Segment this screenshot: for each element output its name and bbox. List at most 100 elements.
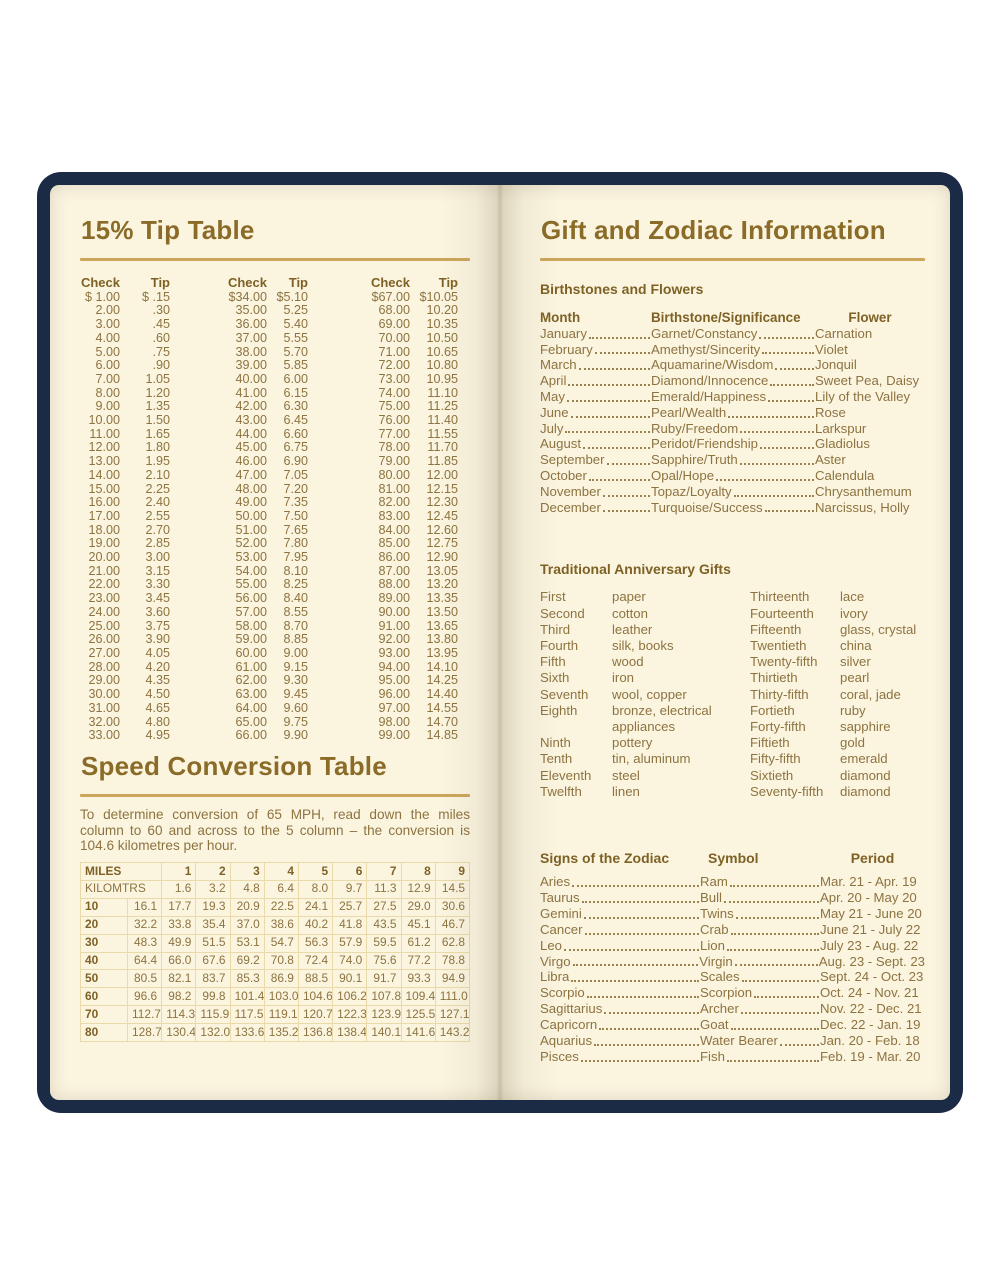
zodiac-period-cell: Mar. 21 - Apr. 19 (820, 874, 917, 889)
tip-table-row: 27.00 4.05 60.00 9.00 93.00 13.95 (80, 645, 470, 661)
tip-cell: 11.85 (427, 454, 458, 469)
zodiac-symbol-label: Water Bearer (700, 1033, 778, 1049)
leader-dots (572, 874, 699, 887)
tip-cell: 13.50 (426, 604, 458, 619)
tip-cell: 40.00 (235, 371, 267, 386)
tip-table-row: 7.00 1.05 40.00 6.00 73.00 10.95 (80, 371, 470, 387)
speed-cell: 74.0 (332, 951, 368, 971)
tip-table-row: 8.00 1.20 41.00 6.15 74.00 11.10 (80, 386, 470, 401)
speed-cell: 61.2 (400, 933, 436, 953)
tip-cell: 6.90 (283, 454, 308, 469)
tip-cell: 55.00 (235, 577, 267, 592)
tip-table-row: 28.00 4.20 61.00 9.15 94.00 14.10 (80, 660, 470, 675)
tip-cell: 3.60 (145, 604, 170, 619)
leader-dots (580, 1049, 699, 1062)
tip-cell: 17.00 (88, 508, 120, 523)
month-label: May (540, 388, 565, 404)
zodiac-table: Aries Ram Mar. 21 - Apr. 19 Taurus Bull Apr. … (540, 874, 925, 1065)
tip-table-header-row: Check Tip Check Tip Check Tip (80, 276, 470, 290)
month-cell: May (540, 389, 651, 405)
anniversary-ordinal: Thirtieth (750, 670, 798, 686)
speed-cell: 30.6 (434, 897, 471, 917)
anniversary-ordinal: Eleventh (540, 767, 592, 783)
tip-cell: 10.50 (426, 330, 458, 345)
zodiac-symbol-cell: Crab (700, 922, 820, 938)
tip-cell: 44.00 (235, 426, 267, 441)
leader-dots (770, 373, 814, 386)
zodiac-sign-label: Sagittarius (540, 1001, 603, 1017)
tip-cell: $ .15 (141, 289, 170, 304)
tip-cell: 7.95 (283, 550, 308, 565)
leader-dots (733, 484, 814, 497)
tip-cell: 80.00 (378, 467, 410, 482)
speed-cell: 64.4 (126, 951, 163, 971)
tip-cell: 12.00 (88, 440, 120, 455)
tip-cell: 4.50 (145, 687, 170, 702)
speed-cell: 3.2 (195, 879, 231, 899)
speed-cell: 16.1 (126, 897, 163, 917)
zodiac-row: Aquarius Water Bearer Jan. 20 - Feb. 18 (540, 1033, 925, 1049)
zodiac-symbol-label: Goat (700, 1017, 729, 1033)
speed-cell: 49.9 (161, 933, 197, 953)
zodiac-row: Capricorn Goat Dec. 22 - Jan. 19 (540, 1017, 925, 1033)
tip-cell: 10.95 (426, 371, 458, 386)
birthstone-label: Pearl/Wealth (651, 404, 727, 420)
tip-cell: 8.55 (283, 604, 308, 619)
tip-cell: 14.00 (88, 467, 120, 482)
tip-cell: 37.00 (235, 330, 267, 345)
tip-cell: 76.00 (378, 413, 410, 428)
tip-cell: 3.15 (145, 563, 170, 578)
zodiac-period-cell: Dec. 22 - Jan. 19 (820, 1017, 921, 1033)
tip-cell: 5.00 (95, 344, 120, 359)
tip-cell: 7.00 (95, 371, 120, 386)
tip-table-row: 33.00 4.95 66.00 9.90 99.00 14.85 (80, 728, 470, 743)
speed-row-header: 50 (80, 969, 128, 989)
zodiac-sign-label: Aries (540, 874, 571, 889)
tip-table-row: 30.00 4.50 63.00 9.45 96.00 14.40 (80, 687, 470, 702)
birthstone-row: March Aquamarine/Wisdom Jonquil (540, 357, 925, 373)
tip-cell: 69.00 (378, 317, 410, 332)
speed-col-header: 3 (229, 862, 265, 881)
anniversary-gift: glass, crystal (840, 621, 917, 637)
tip-cell: 90.00 (378, 604, 410, 619)
tip-cell: 63.00 (235, 687, 267, 702)
tip-cell: 9.00 (95, 399, 120, 414)
tip-table-row: 11.00 1.65 44.00 6.60 77.00 11.55 (80, 426, 470, 442)
tip-table-row: $ 1.00 $ .15 $34.00 $5.10 $67.00 $10.05 (80, 289, 470, 305)
speed-cell: 17.7 (161, 897, 197, 917)
birthstone-row: May Emerald/Happiness Lily of the Valley (540, 389, 925, 405)
tip-cell: 1.95 (145, 454, 170, 469)
anniversary-gift: paper (612, 589, 646, 605)
tip-cell: 12.00 (426, 467, 458, 482)
tip-cell: 13.00 (88, 454, 120, 469)
speed-cell: 123.9 (366, 1005, 402, 1025)
tip-cell: 1.65 (145, 426, 170, 441)
anniversary-gift: leather (612, 621, 653, 637)
speed-cell: 93.3 (400, 969, 436, 989)
speed-cell: 132.0 (195, 1023, 231, 1043)
tip-table-row: 21.00 3.15 54.00 8.10 87.00 13.05 (80, 563, 470, 579)
birthstone-label: Opal/Hope (651, 467, 715, 483)
tip-cell: 15.00 (88, 481, 120, 496)
speed-cell: 27.5 (366, 897, 402, 917)
tip-table-row: 19.00 2.85 52.00 7.80 85.00 12.75 (80, 537, 470, 551)
tip-cell: 2.10 (145, 467, 170, 482)
anniversary-gift: silver (840, 654, 871, 670)
leader-dots (760, 436, 814, 450)
speed-cell: 91.7 (366, 969, 402, 989)
birthstone-cell: Opal/Hope (651, 468, 815, 484)
tip-cell: 9.00 (283, 645, 308, 660)
birthstone-col-header: Birthstone/Significance (651, 310, 801, 325)
zodiac-symbol-label: Twins (700, 905, 734, 921)
tip-cell: 7.65 (283, 522, 308, 537)
tip-cell: 10.65 (426, 344, 458, 359)
tip-cell: 7.35 (283, 495, 308, 510)
leader-dots (588, 468, 650, 481)
tip-cell: 60.00 (235, 645, 267, 660)
tip-cell: 3.90 (145, 632, 170, 647)
tip-cell: 72.00 (378, 358, 410, 373)
speed-cell: 70.8 (263, 951, 299, 971)
zodiac-symbol-cell: Archer (700, 1001, 820, 1017)
leader-dots (754, 985, 819, 999)
